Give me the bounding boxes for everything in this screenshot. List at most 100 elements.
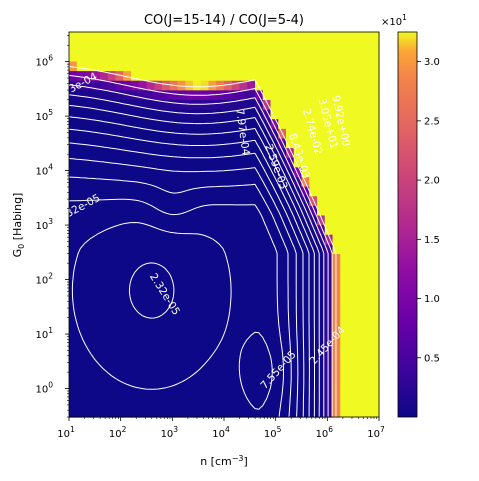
heatmap-cell <box>162 224 171 235</box>
heatmap-cell <box>76 128 86 139</box>
heatmap-cell <box>270 186 279 197</box>
heatmap-cell <box>340 407 349 418</box>
heatmap-cell <box>324 340 334 351</box>
heatmap-cell <box>293 320 303 331</box>
heatmap-cell <box>131 301 140 312</box>
heatmap-cell <box>371 186 380 197</box>
heatmap-cell <box>340 378 349 389</box>
heatmap-cell <box>115 176 124 187</box>
heatmap-cell <box>216 311 225 322</box>
heatmap-cell <box>340 118 349 129</box>
heatmap-cell <box>363 340 372 351</box>
heatmap-cell <box>262 234 272 245</box>
heatmap-cell <box>138 368 148 380</box>
heatmap-cell <box>348 205 357 216</box>
heatmap-cell <box>92 109 101 120</box>
heatmap-cell <box>309 51 318 62</box>
heatmap-cell <box>154 234 163 245</box>
heatmap-cell <box>208 205 217 216</box>
heatmap-cell <box>123 359 132 370</box>
heatmap-cell <box>107 320 117 331</box>
heatmap-cell <box>363 60 372 72</box>
heatmap-cell <box>84 263 93 274</box>
heatmap-cell <box>371 282 380 293</box>
heatmap-cell <box>107 137 117 149</box>
heatmap-cell <box>255 359 264 370</box>
heatmap-cell <box>100 359 109 370</box>
heatmap-cell <box>278 80 287 91</box>
heatmap-cell <box>177 340 186 351</box>
heatmap-cell <box>92 243 101 254</box>
heatmap-cell <box>115 214 124 226</box>
heatmap-cell <box>332 51 341 62</box>
heatmap-cell <box>76 282 86 293</box>
heatmap-cell <box>193 176 202 187</box>
heatmap-cell <box>239 176 248 187</box>
heatmap-cell <box>247 291 256 303</box>
heatmap-cell <box>193 301 202 312</box>
heatmap-cell <box>309 205 318 216</box>
heatmap-cell <box>293 214 303 226</box>
heatmap-cell <box>348 368 357 380</box>
heatmap-cell <box>231 51 241 62</box>
heatmap-cell <box>107 186 117 197</box>
heatmap-cell <box>100 253 109 264</box>
heatmap-cell <box>309 99 318 110</box>
heatmap-cell <box>348 41 357 52</box>
heatmap-cell <box>340 340 349 351</box>
heatmap-cell <box>247 205 256 216</box>
heatmap-cell <box>177 263 186 274</box>
chart-title: CO(J=15-14) / CO(J=5-4) <box>144 13 304 28</box>
heatmap-cell <box>208 32 217 43</box>
heatmap-cell <box>270 80 279 91</box>
heatmap-cell <box>115 291 124 303</box>
heatmap-cell <box>193 349 202 360</box>
heatmap-cell <box>100 147 109 158</box>
heatmap-cell <box>146 195 155 206</box>
heatmap-cell <box>177 118 186 129</box>
heatmap-cell <box>224 397 233 408</box>
heatmap-cell <box>224 320 233 331</box>
heatmap-cell <box>169 118 179 129</box>
heatmap-cell <box>332 60 341 72</box>
heatmap-cell <box>131 128 140 139</box>
heatmap-cell <box>131 282 140 293</box>
heatmap-cell <box>224 89 233 100</box>
heatmap-cell <box>76 253 86 264</box>
heatmap-cell <box>286 407 295 418</box>
heatmap-cell <box>208 109 217 120</box>
heatmap-cell <box>317 99 326 110</box>
heatmap-cell <box>255 214 264 226</box>
heatmap-cell <box>138 32 148 43</box>
heatmap-cell <box>162 128 171 139</box>
heatmap-cell <box>301 118 310 129</box>
heatmap-cell <box>371 388 380 399</box>
heatmap-cell <box>239 272 248 283</box>
heatmap-cell <box>255 407 264 418</box>
heatmap-cell <box>340 166 349 177</box>
heatmap-cell <box>340 205 349 216</box>
heatmap-cell <box>131 157 140 168</box>
heatmap-cell <box>270 407 279 418</box>
heatmap-cell <box>216 224 225 235</box>
heatmap-cell <box>162 368 171 380</box>
heatmap-cell <box>208 157 217 168</box>
heatmap-cell <box>231 253 241 264</box>
heatmap-cell <box>76 359 86 370</box>
heatmap-cell <box>224 253 233 264</box>
heatmap-cell <box>239 282 248 293</box>
heatmap-cell <box>131 51 140 62</box>
heatmap-cell <box>224 128 233 139</box>
heatmap-cell <box>355 89 365 100</box>
heatmap-cell <box>355 378 365 389</box>
heatmap-cell <box>355 205 365 216</box>
heatmap-cell <box>255 89 264 100</box>
heatmap-cell <box>301 137 310 149</box>
heatmap-cell <box>239 291 248 303</box>
colorbar-tick-label: 2.5 <box>424 116 440 127</box>
heatmap-cell <box>115 359 124 370</box>
heatmap-cell <box>255 32 264 43</box>
heatmap-cell <box>123 301 132 312</box>
heatmap-cell <box>193 272 202 283</box>
heatmap-cell <box>309 70 318 81</box>
